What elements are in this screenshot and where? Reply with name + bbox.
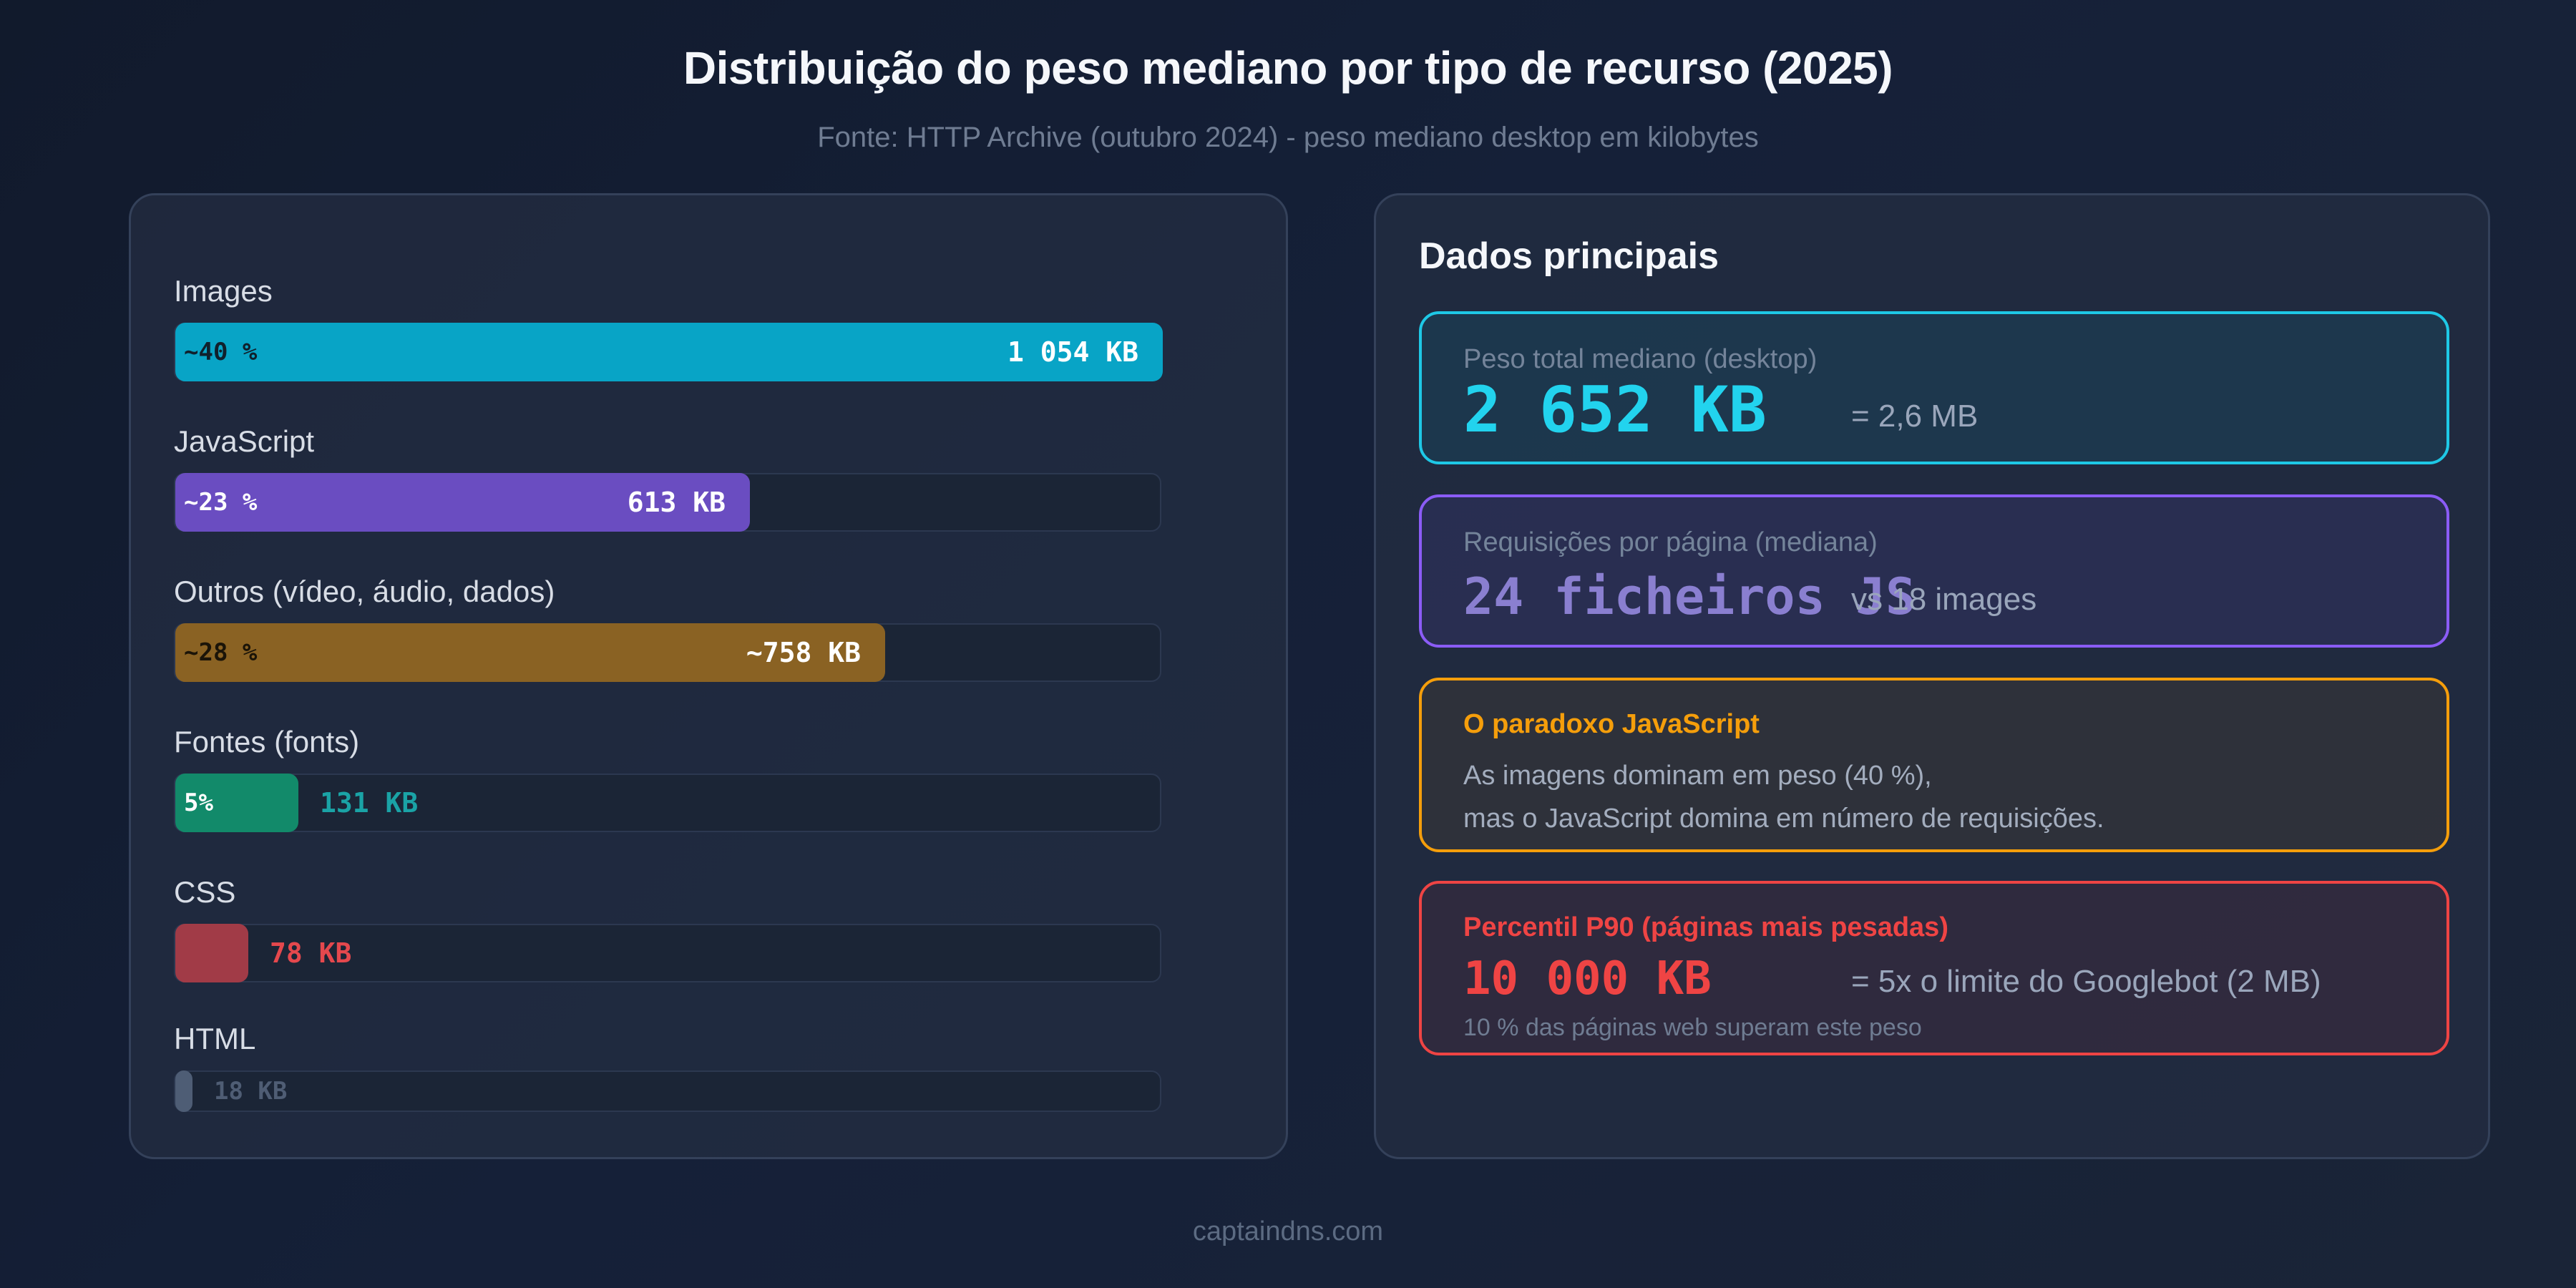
bar-category-label: JavaScript xyxy=(174,424,315,458)
bar-html xyxy=(175,1070,192,1112)
p90-card: Percentil P90 (páginas mais pesadas) 10 … xyxy=(1419,881,2449,1055)
key-data-heading: Dados principais xyxy=(1419,235,1719,277)
requests-card: Requisições por página (mediana) 24 fich… xyxy=(1419,494,2449,648)
bar-value-label: 131 KB xyxy=(320,787,419,819)
bar-value-label: 613 KB xyxy=(627,487,726,518)
bar-fontes-fonts xyxy=(175,774,298,832)
bar-percent-label: ~28 % xyxy=(184,638,258,667)
js-paradox-title: O paradoxo JavaScript xyxy=(1463,709,1760,739)
bar-category-label: Outros (vídeo, áudio, dados) xyxy=(174,575,555,608)
total-weight-value: 2 652 KB xyxy=(1463,373,1767,447)
total-weight-mb: = 2,6 MB xyxy=(1851,399,1979,434)
bar-category-label: CSS xyxy=(174,875,236,909)
p90-note: 10 % das páginas web superam este peso xyxy=(1463,1014,1922,1041)
p90-googlebot-compare: = 5x o limite do Googlebot (2 MB) xyxy=(1851,964,2321,999)
chart-subtitle: Fonte: HTTP Archive (outubro 2024) - pes… xyxy=(817,122,1759,153)
p90-title: Percentil P90 (páginas mais pesadas) xyxy=(1463,912,1948,942)
bar-category-label: HTML xyxy=(174,1022,256,1055)
requests-value: 24 ficheiros JS xyxy=(1463,567,1916,626)
bar-row-fontes-fonts: Fontes (fonts) 5% 131 KB xyxy=(174,725,1161,847)
bar-percent-label: ~23 % xyxy=(184,488,258,517)
footer-site: captaindns.com xyxy=(1192,1216,1384,1246)
total-weight-label: Peso total mediano (desktop) xyxy=(1463,344,1818,374)
bar-track: 78 KB xyxy=(174,924,1161,982)
bar-row-outros-video-audio-dados: Outros (vídeo, áudio, dados) ~28 % ~758 KB xyxy=(174,575,1161,696)
bar-value-label: 1 054 KB xyxy=(1007,336,1138,368)
bar-track: 5% 131 KB xyxy=(174,774,1161,832)
bar-value-label: ~758 KB xyxy=(746,637,861,668)
bar-category-label: Fontes (fonts) xyxy=(174,725,360,758)
bar-row-html: HTML 18 KB xyxy=(174,1022,1161,1143)
bar-percent-label: ~40 % xyxy=(184,338,258,366)
bar-percent-label: 5% xyxy=(184,789,213,817)
bar-track: ~40 % 1 054 KB xyxy=(174,323,1163,381)
requests-label: Requisições por página (mediana) xyxy=(1463,527,1878,557)
requests-images-compare: vs 18 images xyxy=(1851,582,2037,617)
key-data-panel: Dados principais Peso total mediano (des… xyxy=(1374,193,2490,1159)
bar-category-label: Images xyxy=(174,274,273,308)
js-paradox-line-2: mas o JavaScript domina em número de req… xyxy=(1463,804,2104,834)
bar-value-label: 78 KB xyxy=(270,937,352,969)
total-weight-card: Peso total mediano (desktop) 2 652 KB = … xyxy=(1419,311,2449,464)
bar-track: ~28 % ~758 KB xyxy=(174,623,1161,682)
bar-javascript xyxy=(175,473,750,532)
bar-value-label: 18 KB xyxy=(214,1077,288,1106)
bar-track: ~23 % 613 KB xyxy=(174,473,1161,532)
bar-row-images: Images ~40 % 1 054 KB xyxy=(174,274,1163,396)
bar-row-javascript: JavaScript ~23 % 613 KB xyxy=(174,424,1161,546)
bar-row-css: CSS 78 KB xyxy=(174,875,1161,997)
bar-chart-panel: Images ~40 % 1 054 KB JavaScript ~23 % 613 KB… xyxy=(129,193,1288,1159)
js-paradox-card: O paradoxo JavaScript As imagens dominam… xyxy=(1419,678,2449,852)
bar-track: 18 KB xyxy=(174,1070,1161,1112)
bar-images xyxy=(175,323,1163,381)
js-paradox-line-1: As imagens dominam em peso (40 %), xyxy=(1463,761,1932,791)
bar-css xyxy=(175,924,248,982)
bar-outros-video-audio-dados xyxy=(175,623,885,682)
chart-title: Distribuição do peso mediano por tipo de… xyxy=(683,42,1893,94)
p90-value: 10 000 KB xyxy=(1463,952,1712,1005)
